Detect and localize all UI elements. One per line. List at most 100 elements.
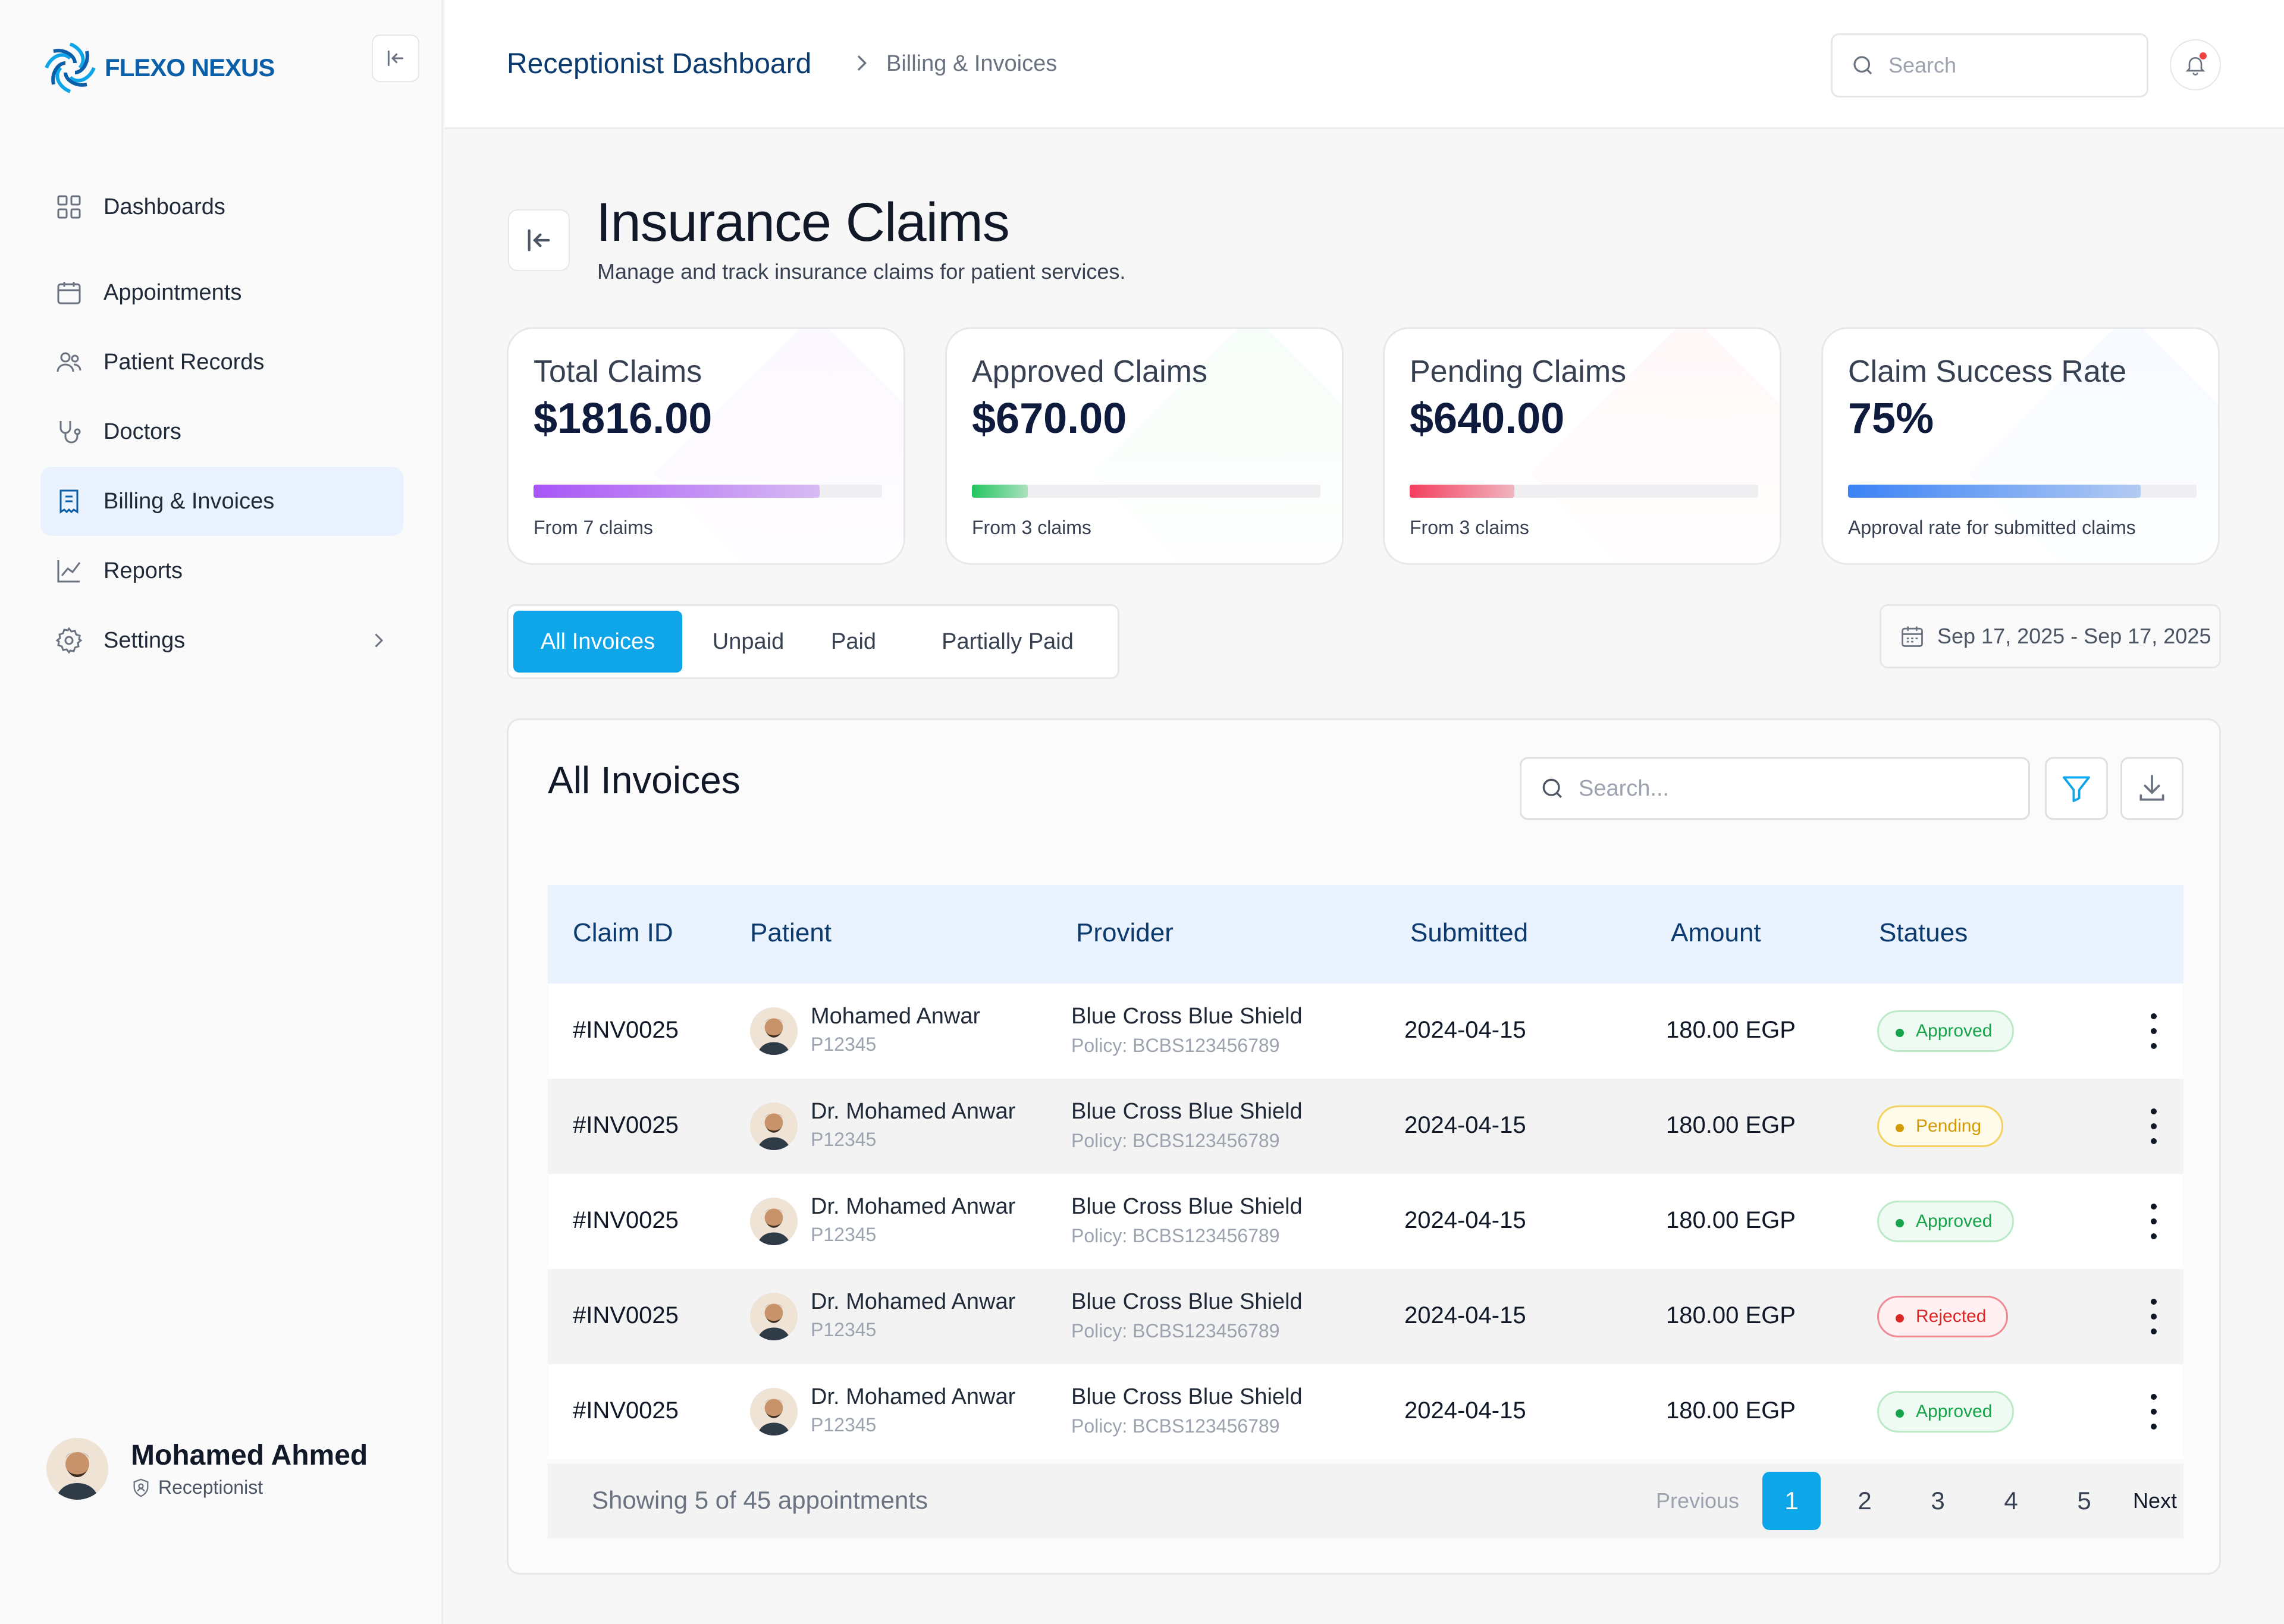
stat-progress-track [1848, 485, 2197, 498]
more-options-icon[interactable] [2148, 1299, 2160, 1334]
more-options-icon[interactable] [2148, 1108, 2160, 1144]
tab-paid[interactable]: Paid [830, 629, 877, 654]
sidebar-collapse-button[interactable] [372, 34, 419, 82]
provider-name: Blue Cross Blue Shield [1071, 1384, 1303, 1409]
calendar-icon [1902, 626, 1923, 647]
patient-id: P12345 [811, 1129, 877, 1150]
user-role-label: Receptionist [158, 1477, 263, 1498]
stat-card-claim-success-rate: Claim Success Rate 75% Approval rate for… [1821, 327, 2220, 565]
download-button[interactable] [2120, 757, 2183, 820]
receipt-icon [52, 485, 86, 518]
sidebar-item-dashboards[interactable]: Dashboards [40, 172, 403, 241]
column-header-provider[interactable]: Provider [1076, 918, 1174, 947]
stat-title: Total Claims [534, 354, 702, 389]
submitted-date: 2024-04-15 [1404, 1207, 1526, 1233]
date-range-picker[interactable]: Sep 17, 2025 - Sep 17, 2025 [1880, 604, 2221, 668]
header-search-input[interactable]: Search [1831, 33, 2148, 98]
policy-number: Policy: BCBS123456789 [1071, 1225, 1280, 1246]
stat-progress-fill [972, 485, 1028, 498]
column-header-submitted[interactable]: Submitted [1410, 918, 1529, 947]
table-row[interactable]: #INV0025 Dr. Mohamed Anwar P12345 Blue C… [548, 1079, 2183, 1174]
top-header: Receptionist Dashboard Billing & Invoice… [445, 0, 2284, 129]
user-name: Mohamed Ahmed [131, 1440, 368, 1471]
sidebar-item-reports[interactable]: Reports [40, 536, 403, 605]
brand-logo[interactable]: FLEXO NEXUS [39, 37, 275, 99]
provider-name: Blue Cross Blue Shield [1071, 1004, 1303, 1029]
sidebar-item-label: Doctors [103, 419, 181, 444]
pagination-next[interactable]: Next [2132, 1488, 2178, 1513]
pagination-previous[interactable]: Previous [1655, 1488, 1740, 1513]
stat-note: From 7 claims [534, 517, 653, 538]
page-subtitle: Manage and track insurance claims for pa… [597, 259, 1126, 284]
submitted-date: 2024-04-15 [1404, 1302, 1526, 1328]
patient-name: Dr. Mohamed Anwar [811, 1289, 1016, 1314]
calendar-icon [52, 276, 86, 309]
more-options-icon[interactable] [2148, 1204, 2160, 1239]
tab-unpaid[interactable]: Unpaid [712, 629, 785, 654]
pagination-page-5[interactable]: 5 [2077, 1487, 2091, 1515]
brand-name: FLEXO NEXUS [105, 54, 275, 81]
notifications-button[interactable] [2170, 39, 2221, 90]
search-icon [1542, 778, 1562, 798]
stat-note: Approval rate for submitted claims [1848, 517, 2136, 538]
stat-progress-track [1410, 485, 1758, 498]
sidebar-item-settings[interactable]: Settings [40, 606, 403, 675]
pagination-page-2[interactable]: 2 [1858, 1487, 1872, 1515]
sidebar-item-billing-invoices[interactable]: Billing & Invoices [40, 467, 403, 536]
stat-progress-track [972, 485, 1320, 498]
stat-value: $640.00 [1410, 395, 1565, 442]
stat-progress-fill [1410, 485, 1514, 498]
table-row[interactable]: #INV0025 Dr. Mohamed Anwar P12345 Blue C… [548, 1174, 2183, 1269]
avatar [750, 1198, 798, 1245]
user-role: Receptionist [131, 1477, 368, 1499]
table-search-input[interactable]: Search... [1520, 757, 2030, 820]
sidebar-item-label: Settings [103, 627, 186, 653]
column-header-status[interactable]: Statues [1879, 918, 1968, 947]
avatar [750, 1293, 798, 1340]
sidebar-item-appointments[interactable]: Appointments [40, 258, 403, 327]
stat-card-approved-claims: Approved Claims $670.00 From 3 claims [945, 327, 1344, 565]
breadcrumb-main[interactable]: Receptionist Dashboard [507, 48, 812, 80]
invoice-tabs: All Invoices Unpaid Paid Partially Paid [507, 604, 1119, 679]
stat-value: $670.00 [972, 395, 1127, 442]
bell-icon [2185, 57, 2205, 76]
claim-id: #INV0025 [573, 1112, 679, 1138]
sidebar-item-doctors[interactable]: Doctors [40, 397, 403, 466]
collapse-icon [528, 229, 550, 252]
pagination-page-3[interactable]: 3 [1931, 1487, 1945, 1515]
stat-progress-fill [534, 485, 820, 498]
provider-name: Blue Cross Blue Shield [1071, 1289, 1303, 1314]
patient-name: Dr. Mohamed Anwar [811, 1194, 1016, 1219]
more-options-icon[interactable] [2148, 1013, 2160, 1049]
user-profile[interactable]: Mohamed Ahmed Receptionist [46, 1438, 368, 1500]
stat-value: $1816.00 [534, 395, 713, 442]
column-header-amount[interactable]: Amount [1671, 918, 1761, 947]
chevron-right-icon [368, 630, 389, 654]
stat-progress-fill [1848, 485, 2141, 498]
pagination-page-4[interactable]: 4 [2004, 1487, 2018, 1515]
sidebar-item-label: Appointments [103, 279, 242, 305]
status-badge: Approved [1877, 1391, 2015, 1433]
table-row[interactable]: #INV0025 Mohamed Anwar P12345 Blue Cross… [548, 984, 2183, 1079]
column-header-patient[interactable]: Patient [750, 918, 832, 947]
more-options-icon[interactable] [2148, 1394, 2160, 1430]
tab-all-invoices[interactable]: All Invoices [513, 611, 682, 673]
search-icon [1853, 56, 1872, 75]
table-search-placeholder: Search... [1579, 775, 1670, 801]
filter-icon [2063, 776, 2090, 802]
users-icon [52, 345, 86, 379]
table-header: Claim ID Patient Provider Submitted Amou… [548, 885, 2183, 984]
pagination-page-1[interactable]: 1 [1762, 1472, 1821, 1530]
sidebar-item-patient-records[interactable]: Patient Records [40, 328, 403, 397]
panel-title: All Invoices [548, 759, 741, 802]
filter-button[interactable] [2045, 757, 2108, 820]
status-badge: Rejected [1877, 1296, 2009, 1337]
table-row[interactable]: #INV0025 Dr. Mohamed Anwar P12345 Blue C… [548, 1364, 2183, 1459]
amount: 180.00 EGP [1666, 1112, 1796, 1138]
amount: 180.00 EGP [1666, 1017, 1796, 1043]
back-button[interactable] [508, 209, 570, 271]
patient-name: Mohamed Anwar [811, 1004, 981, 1029]
table-row[interactable]: #INV0025 Dr. Mohamed Anwar P12345 Blue C… [548, 1269, 2183, 1364]
tab-partially-paid[interactable]: Partially Paid [942, 629, 1074, 654]
column-header-claim-id[interactable]: Claim ID [573, 918, 673, 947]
